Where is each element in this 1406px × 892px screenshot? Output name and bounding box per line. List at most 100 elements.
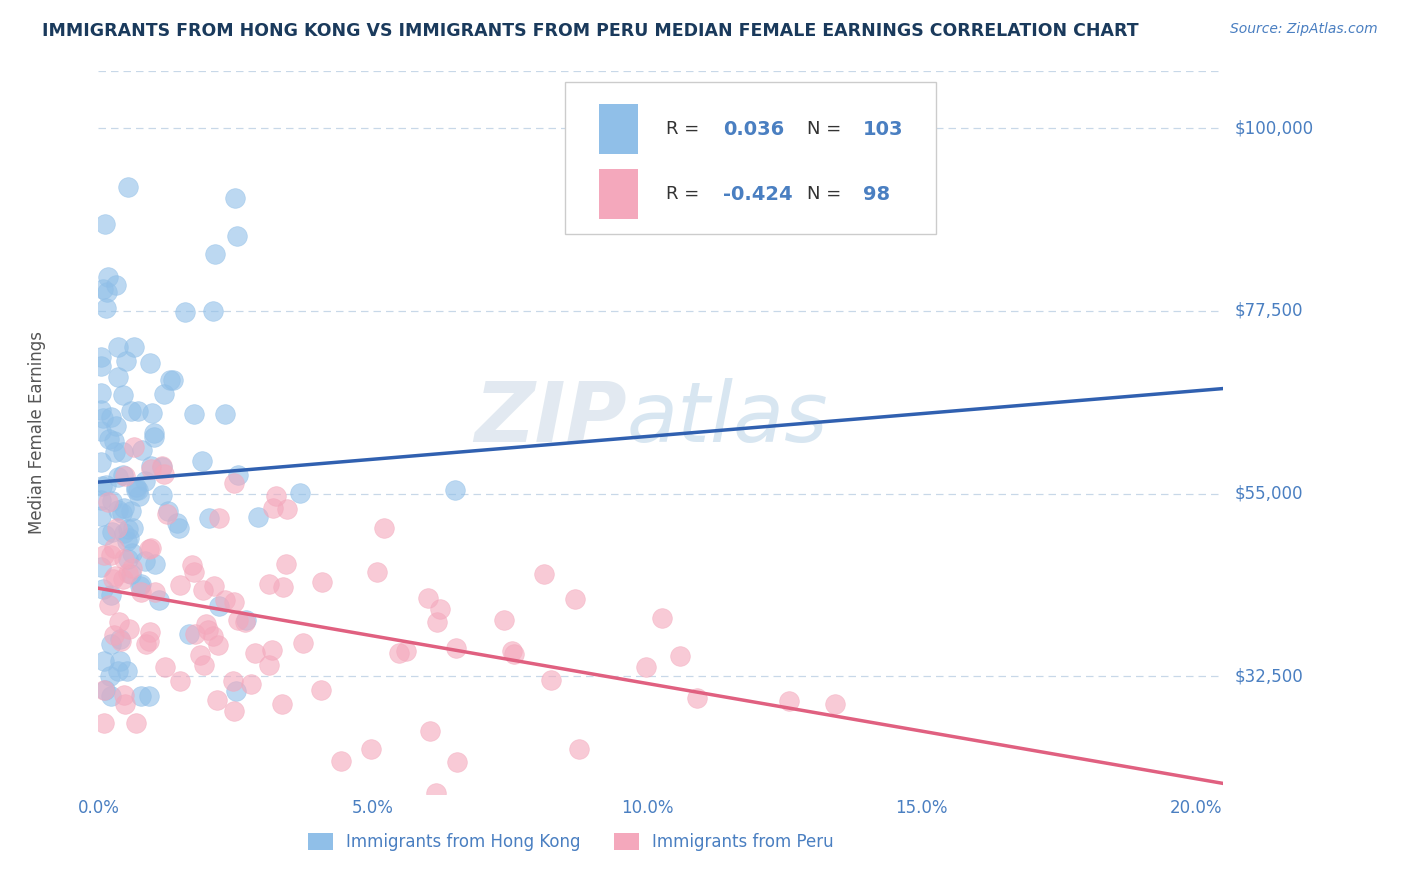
Point bbox=[107, 503, 129, 517]
Text: R =: R = bbox=[666, 186, 700, 203]
Point bbox=[634, 660, 657, 674]
Point bbox=[191, 454, 214, 468]
Point bbox=[478, 805, 501, 819]
Point bbox=[90, 350, 112, 364]
Point bbox=[122, 440, 145, 454]
Point bbox=[121, 546, 143, 560]
Point bbox=[162, 373, 184, 387]
Point bbox=[90, 509, 112, 524]
Point bbox=[111, 572, 134, 586]
Point bbox=[651, 611, 673, 625]
Point bbox=[97, 269, 120, 284]
Point bbox=[112, 525, 135, 540]
Point bbox=[155, 660, 177, 674]
Point bbox=[110, 632, 132, 646]
Point bbox=[96, 301, 118, 316]
Point bbox=[110, 634, 132, 648]
Point bbox=[93, 683, 115, 698]
Point bbox=[502, 647, 524, 661]
Point bbox=[309, 683, 332, 698]
Point bbox=[120, 503, 142, 517]
Point bbox=[311, 575, 333, 590]
Point bbox=[669, 648, 692, 663]
Point bbox=[533, 566, 555, 581]
Point bbox=[276, 501, 298, 516]
Point bbox=[143, 585, 166, 599]
Point bbox=[134, 554, 156, 568]
Point bbox=[98, 432, 121, 446]
Point bbox=[191, 583, 214, 598]
Point bbox=[138, 690, 160, 704]
Point bbox=[114, 689, 136, 703]
Point bbox=[426, 615, 449, 629]
Point bbox=[90, 424, 112, 438]
Point bbox=[152, 387, 174, 401]
Point bbox=[564, 591, 586, 606]
Text: N =: N = bbox=[807, 186, 841, 203]
Point bbox=[127, 483, 149, 498]
Point bbox=[125, 716, 148, 731]
Point bbox=[360, 742, 382, 756]
Point bbox=[204, 246, 226, 260]
Point bbox=[568, 742, 591, 756]
Point bbox=[98, 669, 121, 683]
Point bbox=[96, 285, 118, 299]
Point bbox=[190, 648, 212, 663]
Point bbox=[139, 625, 162, 640]
Point bbox=[150, 459, 173, 474]
Point bbox=[214, 592, 236, 607]
Point bbox=[419, 724, 441, 739]
Point bbox=[418, 591, 440, 605]
Point bbox=[225, 684, 247, 698]
Point bbox=[222, 704, 245, 718]
Point bbox=[117, 522, 139, 536]
Point bbox=[197, 624, 219, 638]
Point bbox=[103, 541, 125, 555]
Point bbox=[115, 664, 138, 678]
Point bbox=[222, 476, 245, 491]
Point bbox=[226, 467, 249, 482]
Point bbox=[202, 629, 225, 643]
Text: 103: 103 bbox=[863, 120, 904, 138]
Point bbox=[292, 635, 315, 649]
Point bbox=[121, 560, 143, 574]
Point bbox=[271, 580, 294, 594]
Point bbox=[90, 403, 112, 417]
Text: ZIP: ZIP bbox=[474, 377, 627, 458]
Point bbox=[395, 644, 418, 658]
Point bbox=[105, 419, 128, 434]
Point bbox=[138, 541, 160, 556]
Point bbox=[94, 217, 117, 231]
Point bbox=[143, 558, 166, 572]
Point bbox=[112, 500, 135, 515]
Point bbox=[135, 637, 157, 651]
Point bbox=[93, 715, 115, 730]
Point bbox=[288, 485, 311, 500]
Point bbox=[112, 388, 135, 402]
Point bbox=[425, 787, 447, 801]
Point bbox=[103, 572, 125, 586]
Text: 98: 98 bbox=[863, 185, 890, 203]
Bar bbox=[599, 169, 638, 219]
Point bbox=[183, 565, 205, 579]
Point bbox=[224, 192, 246, 206]
Point bbox=[156, 508, 179, 522]
Bar bbox=[599, 103, 638, 154]
Point bbox=[103, 628, 125, 642]
Point bbox=[225, 228, 247, 243]
Text: atlas: atlas bbox=[627, 377, 828, 458]
Point bbox=[94, 478, 117, 492]
Text: -0.424: -0.424 bbox=[723, 185, 793, 203]
Point bbox=[173, 305, 195, 319]
Point bbox=[233, 615, 256, 629]
Point bbox=[194, 617, 217, 632]
Legend: Immigrants from Hong Kong, Immigrants from Peru: Immigrants from Hong Kong, Immigrants fr… bbox=[301, 826, 841, 858]
Point bbox=[239, 676, 262, 690]
Point bbox=[141, 461, 163, 475]
Point bbox=[271, 698, 294, 712]
Point bbox=[104, 444, 127, 458]
Point bbox=[274, 558, 297, 572]
Point bbox=[501, 644, 523, 658]
Point bbox=[183, 408, 205, 422]
Point bbox=[139, 356, 162, 370]
